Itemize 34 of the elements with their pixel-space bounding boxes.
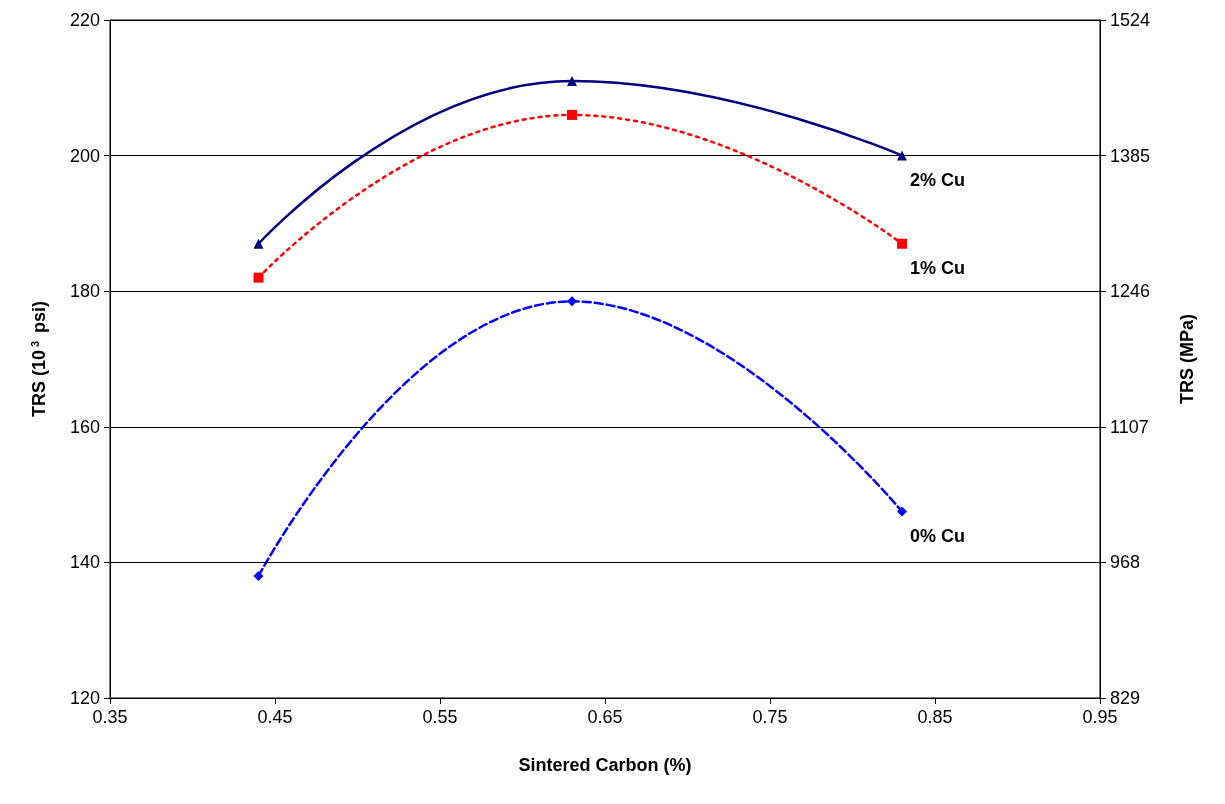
x-tick-label: 0.65 bbox=[587, 707, 623, 727]
y2-tick-label: 1107 bbox=[1110, 416, 1149, 437]
x-tick-label: 0.45 bbox=[257, 707, 293, 727]
y-tick-label: 180 bbox=[69, 281, 100, 302]
point bbox=[253, 238, 264, 249]
y2-tick-label: 1246 bbox=[1110, 281, 1151, 302]
point bbox=[567, 76, 577, 87]
y-tick-label: 140 bbox=[69, 552, 100, 573]
series-label: 0% Cu bbox=[910, 525, 966, 546]
point bbox=[897, 150, 907, 161]
y-tick-label: 200 bbox=[69, 145, 100, 166]
point bbox=[567, 296, 577, 307]
y-tick-label: 160 bbox=[69, 416, 100, 437]
y-axis-title: TRS (103 psi) bbox=[28, 300, 49, 418]
point bbox=[253, 272, 264, 283]
x-tick-label: 0.95 bbox=[1082, 707, 1118, 727]
x-axis-title: Sintered Carbon (%) bbox=[518, 755, 692, 775]
point bbox=[253, 570, 264, 581]
x-tick-label: 0.55 bbox=[422, 707, 458, 727]
y2-tick-label: 968 bbox=[1110, 552, 1141, 573]
y2-axis-title: TRS (MPa) bbox=[1177, 313, 1197, 404]
point bbox=[897, 238, 907, 249]
series-label: 1% Cu bbox=[910, 257, 966, 278]
y2-tick-label: 829 bbox=[1110, 688, 1141, 708]
point bbox=[567, 109, 577, 120]
x-tick-label: 0.85 bbox=[917, 707, 953, 727]
y2-tick-label: 1385 bbox=[1110, 145, 1151, 166]
y-tick-label: 220 bbox=[69, 10, 100, 30]
y2-tick-label: 1524 bbox=[1110, 10, 1151, 30]
x-tick-label: 0.35 bbox=[92, 707, 128, 727]
x-tick-label: 0.75 bbox=[752, 707, 788, 727]
y-tick-label: 120 bbox=[69, 688, 100, 708]
series-label: 2% Cu bbox=[910, 169, 966, 190]
point bbox=[897, 506, 907, 517]
